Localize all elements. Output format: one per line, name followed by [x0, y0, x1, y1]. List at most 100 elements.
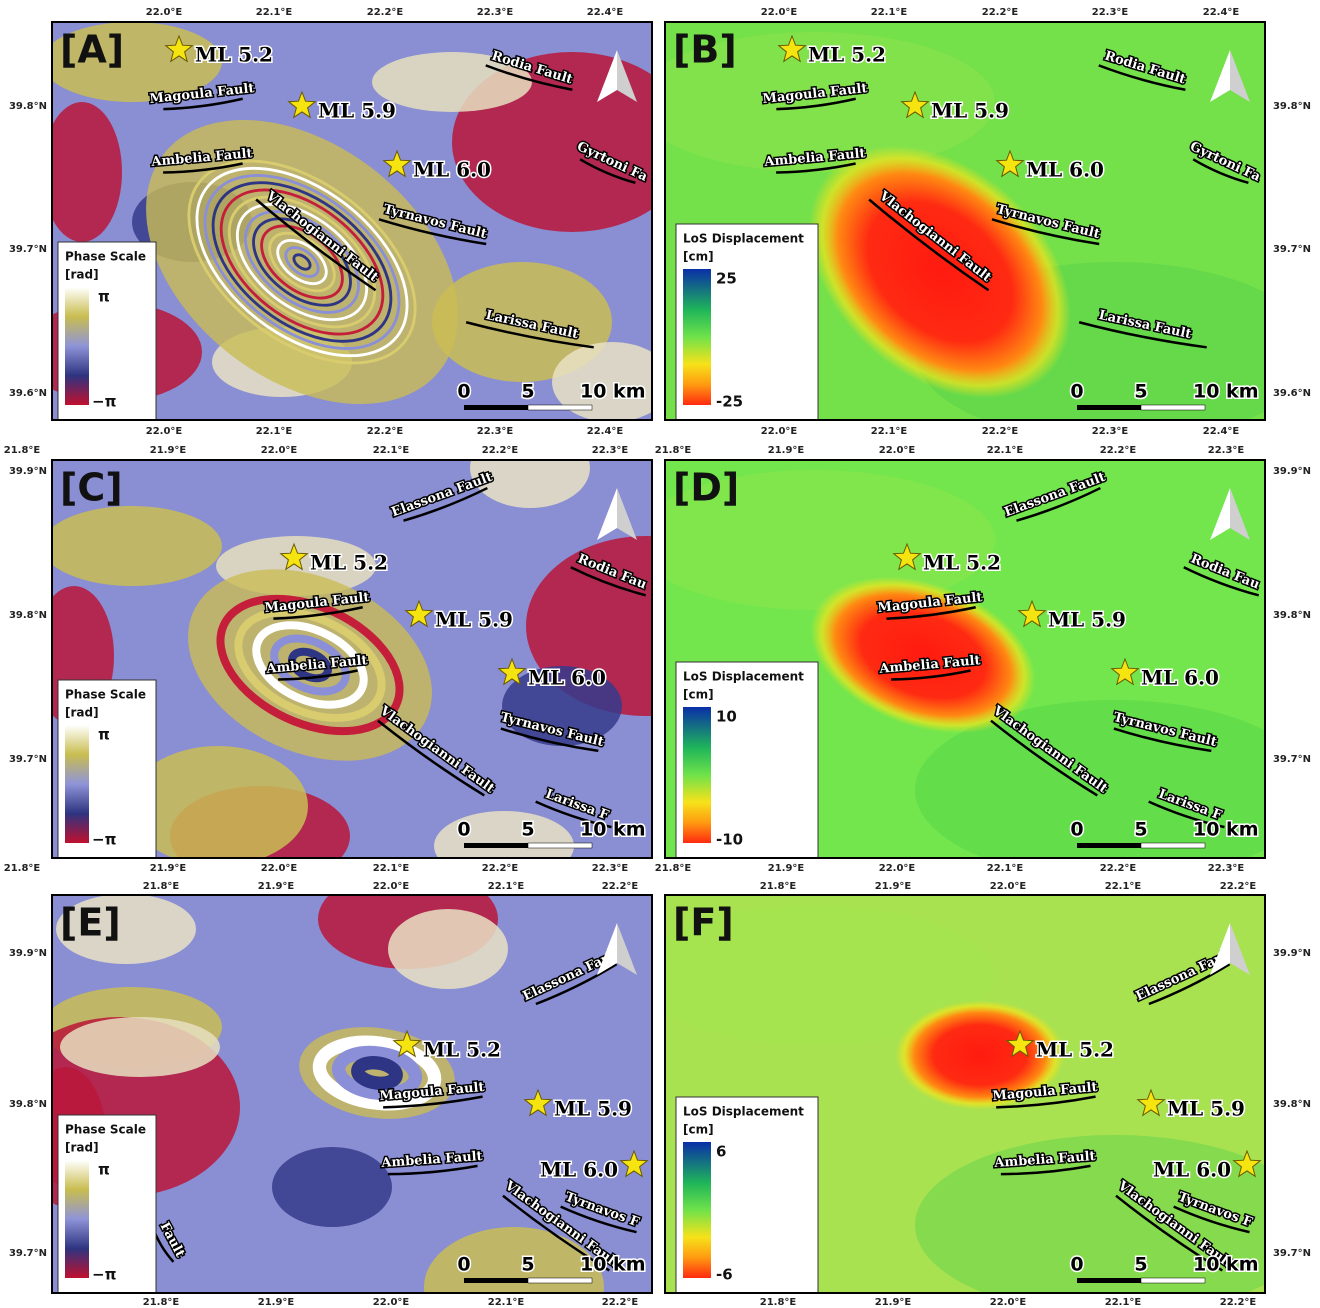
lon-tick-label: 22.2°E — [602, 1297, 639, 1308]
panel-label: [D] — [673, 466, 739, 510]
lat-tick-label: 39.9°N — [9, 466, 47, 477]
lon-tick-label: 22.0°E — [261, 863, 298, 874]
scale-label: 10 km — [580, 381, 646, 403]
colorbar — [683, 1142, 711, 1278]
lon-tick-label: 22.4°E — [587, 426, 624, 437]
lon-tick-label: 22.0°E — [879, 863, 916, 874]
scale-label: 0 — [1070, 819, 1083, 841]
lon-tick-label: 21.8°E — [760, 1297, 797, 1308]
lon-tick-label: 21.8°E — [143, 1297, 180, 1308]
scale-label: 10 km — [1193, 1254, 1259, 1276]
legend-max: π — [98, 726, 110, 744]
lon-tick-label: 22.3°E — [1208, 863, 1245, 874]
legend-unit: [rad] — [65, 1141, 99, 1155]
lon-tick-label: 22.0°E — [990, 881, 1027, 892]
scale-label: 10 km — [1193, 381, 1259, 403]
lon-tick-label: 22.2°E — [482, 863, 519, 874]
legend-title: Phase Scale — [65, 250, 146, 264]
scale-bar — [528, 405, 592, 410]
legend-min: −π — [92, 1266, 116, 1284]
lon-tick-label: 22.1°E — [488, 1297, 525, 1308]
event-label: ML 5.2 — [808, 43, 886, 67]
scale-bar — [1077, 843, 1141, 848]
event-label: ML 5.2 — [310, 551, 388, 575]
panel-label: [B] — [673, 28, 737, 72]
legend-min: -6 — [716, 1266, 733, 1284]
map-panel: Rodia FaultMagoula FaultAmbelia FaultGyr… — [22, 22, 692, 462]
lat-tick-label: 39.7°N — [1273, 754, 1311, 765]
lat-tick-label: 39.6°N — [1273, 388, 1311, 399]
panel-label: [F] — [673, 901, 734, 945]
figure: Rodia FaultMagoula FaultAmbelia FaultGyr… — [0, 0, 1320, 1308]
scale-bar — [1077, 1278, 1141, 1283]
phase-patch — [42, 102, 122, 242]
lon-tick-label: 22.1°E — [256, 7, 293, 18]
legend-max: 10 — [716, 708, 737, 726]
legend-title: LoS Displacement — [683, 1105, 804, 1119]
map-panel: Elassona FaultMagoula FaultAmbelia Fault… — [635, 895, 1315, 1308]
lon-tick-label: 21.9°E — [258, 881, 295, 892]
event-label: ML 5.9 — [554, 1097, 632, 1121]
scale-label: 0 — [457, 381, 470, 403]
lon-tick-label: 21.9°E — [150, 445, 187, 456]
scale-label: 0 — [1070, 381, 1083, 403]
legend-max: π — [98, 1161, 110, 1179]
lon-tick-label: 22.0°E — [761, 426, 798, 437]
colorbar — [65, 287, 89, 405]
colorbar — [683, 269, 711, 405]
scale-bar — [1141, 1278, 1205, 1283]
legend-max: 25 — [716, 270, 737, 288]
lat-tick-label: 39.8°N — [9, 101, 47, 112]
map-content: Elassona FaultMagoula FaultAmbelia Fault… — [0, 869, 652, 1308]
phase-patch — [388, 909, 508, 989]
lat-tick-label: 39.8°N — [1273, 1099, 1311, 1110]
colorbar — [65, 725, 89, 843]
scale-label: 5 — [1134, 1254, 1147, 1276]
scale-label: 10 km — [580, 819, 646, 841]
lon-tick-label: 22.2°E — [482, 445, 519, 456]
event-label: ML 6.0 — [540, 1158, 618, 1182]
lon-tick-label: 22.3°E — [1092, 7, 1129, 18]
event-label: ML 5.9 — [1048, 608, 1126, 632]
lat-tick-label: 39.9°N — [1273, 466, 1311, 477]
lon-tick-label: 22.1°E — [987, 445, 1024, 456]
event-label: ML 5.2 — [195, 43, 273, 67]
phase-patch — [42, 506, 222, 586]
lon-tick-label: 22.1°E — [488, 881, 525, 892]
lon-tick-label: 22.1°E — [373, 863, 410, 874]
lat-tick-label: 39.7°N — [9, 1248, 47, 1259]
event-label: ML 6.0 — [1026, 158, 1104, 182]
lon-tick-label: 21.9°E — [150, 863, 187, 874]
event-label: ML 6.0 — [1141, 666, 1219, 690]
lon-tick-label: 22.3°E — [1092, 426, 1129, 437]
lat-tick-label: 39.8°N — [9, 610, 47, 621]
lon-tick-label: 22.1°E — [987, 863, 1024, 874]
lon-tick-label: 22.2°E — [367, 7, 404, 18]
legend-unit: [cm] — [683, 688, 714, 702]
lon-tick-label: 22.3°E — [477, 426, 514, 437]
event-label: ML 5.9 — [318, 99, 396, 123]
event-label: ML 5.2 — [1036, 1038, 1114, 1062]
scale-bar — [464, 1278, 528, 1283]
map-content: Rodia FaultMagoula FaultAmbelia FaultGyr… — [635, 22, 1315, 449]
lon-tick-label: 22.3°E — [477, 7, 514, 18]
lon-tick-label: 21.9°E — [875, 881, 912, 892]
lat-tick-label: 39.9°N — [9, 948, 47, 959]
event-label: ML 6.0 — [1153, 1158, 1231, 1182]
lat-tick-label: 39.7°N — [1273, 1248, 1311, 1259]
panel-label: [A] — [60, 28, 124, 72]
lon-tick-label: 22.2°E — [982, 426, 1019, 437]
lon-tick-label: 22.0°E — [761, 7, 798, 18]
legend-title: LoS Displacement — [683, 232, 804, 246]
event-label: ML 5.2 — [423, 1038, 501, 1062]
legend-min: −π — [92, 393, 116, 411]
colorbar — [683, 707, 711, 843]
scale-label: 5 — [1134, 819, 1147, 841]
colorbar — [65, 1160, 89, 1278]
legend-min: -10 — [716, 831, 743, 849]
map-panel: Rodia FaultMagoula FaultAmbelia FaultGyr… — [635, 22, 1315, 449]
lon-tick-label: 21.9°E — [258, 1297, 295, 1308]
legend-title: LoS Displacement — [683, 670, 804, 684]
lon-tick-label: 21.8°E — [4, 863, 41, 874]
